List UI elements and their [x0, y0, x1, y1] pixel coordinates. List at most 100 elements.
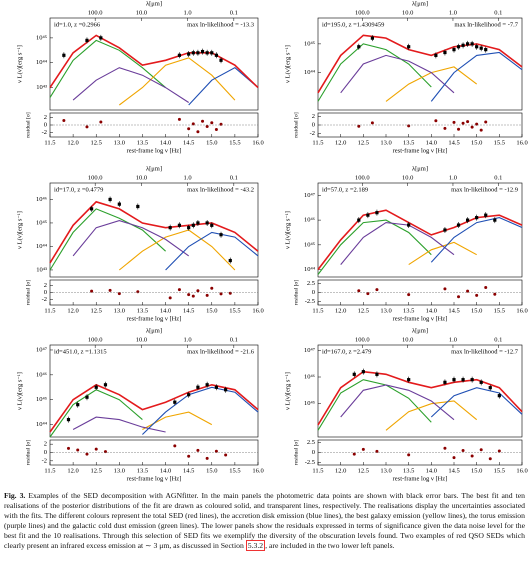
residual-point — [210, 286, 214, 290]
x-tick-label: 14.5 — [183, 307, 194, 314]
component-curve — [317, 209, 523, 271]
component-curve — [165, 231, 259, 271]
top-tick-label: 10.0 — [136, 174, 147, 181]
panel-id: id=195.0, z =1.4309459 — [322, 21, 384, 28]
residual-point — [488, 457, 492, 461]
residual-point — [484, 120, 488, 124]
residual-point — [219, 122, 223, 126]
residual-tick-label: 2.5 — [307, 439, 315, 446]
x-tick-label: 15.5 — [229, 307, 240, 314]
likelihood: max ln-likelihood = -12.7 — [451, 348, 519, 355]
top-tick-label: 1.0 — [449, 174, 457, 181]
data-point — [196, 385, 200, 389]
data-point — [191, 223, 195, 227]
residual-point — [228, 291, 232, 295]
x-tick-label: 14.0 — [426, 467, 437, 474]
residual-tick-label: -2 — [42, 129, 47, 136]
top-tick-label: 10.0 — [402, 174, 413, 181]
data-point — [493, 218, 497, 222]
x-tick-label: 14.5 — [183, 467, 194, 474]
x-tick-label: 14.0 — [160, 467, 171, 474]
y-tick-label: 10⁴⁵ — [36, 34, 47, 41]
data-point — [475, 216, 479, 220]
x-tick-label: 11.5 — [44, 467, 55, 474]
data-point — [205, 51, 209, 55]
component-curve — [142, 411, 213, 430]
residual-tick-label: 0 — [312, 289, 315, 296]
panel-id: id=167.0, z =2.479 — [322, 348, 371, 355]
residual-point — [352, 452, 356, 456]
data-point — [434, 53, 438, 57]
data-point — [99, 36, 103, 40]
residual-point — [457, 295, 461, 299]
component-curve — [430, 217, 523, 263]
data-point — [456, 45, 461, 49]
data-point — [470, 42, 474, 46]
residual-point — [370, 121, 374, 125]
component-curve — [118, 57, 236, 106]
residual-point — [85, 125, 89, 129]
plot-frame — [49, 182, 259, 278]
x-tick-label: 16.0 — [516, 307, 527, 314]
likelihood: max ln-likelihood = -12.9 — [451, 186, 518, 193]
y-tick-label: 10⁴⁷ — [36, 346, 47, 353]
y-axis-label: ν L(ν)[erg s⁻¹] — [16, 211, 23, 249]
component-curve — [317, 370, 523, 426]
residual-point — [94, 447, 98, 451]
component-curve — [317, 43, 432, 102]
top-tick-label: 1.0 — [184, 174, 192, 181]
data-point — [136, 204, 140, 209]
x-tick-label: 12.0 — [67, 467, 78, 474]
residual-point — [210, 121, 214, 125]
x-tick-label: 13.0 — [114, 139, 125, 146]
residual-point — [452, 456, 456, 460]
component-curve — [72, 67, 189, 103]
data-point — [85, 38, 89, 42]
residual-tick-label: 0 — [44, 289, 47, 296]
x-axis-label: rest-frame log ν [Hz] — [127, 147, 182, 154]
residual-point — [103, 450, 107, 454]
residual-point — [461, 449, 465, 453]
x-tick-label: 13.5 — [403, 307, 414, 314]
component-curve — [49, 34, 259, 89]
residual-point — [108, 288, 112, 292]
x-tick-label: 12.5 — [358, 139, 369, 146]
x-tick-label: 14.5 — [183, 139, 194, 146]
x-tick-label: 11.5 — [312, 467, 323, 474]
x-tick-label: 16.0 — [252, 307, 263, 314]
x-tick-label: 12.5 — [91, 467, 102, 474]
top-axis-label: λ[μm] — [412, 165, 428, 172]
residual-axis-label: residual [σ] — [293, 112, 299, 138]
data-point — [85, 395, 89, 399]
caption-text-end: , are included in the two lower left pan… — [265, 541, 395, 551]
x-tick-label: 12.0 — [335, 139, 346, 146]
x-tick-label: 13.0 — [114, 467, 125, 474]
residual-point — [466, 289, 470, 293]
residual-axis-label: residual [σ] — [25, 112, 31, 138]
residual-point — [407, 453, 411, 457]
plot-frame — [49, 344, 259, 438]
data-point — [461, 378, 465, 382]
residual-point — [177, 117, 181, 121]
data-point — [484, 213, 488, 217]
y-tick-label: 10⁴⁵ — [304, 400, 315, 407]
data-point — [370, 36, 374, 40]
residual-tick-label: -2 — [42, 296, 47, 303]
residual-point — [493, 292, 497, 296]
plot-frame — [317, 344, 523, 438]
x-tick-label: 13.5 — [403, 139, 414, 146]
x-tick-label: 12.0 — [335, 467, 346, 474]
y-axis-label: ν L(ν)[erg s⁻¹] — [284, 45, 291, 83]
x-tick-label: 11.5 — [44, 139, 55, 146]
x-tick-label: 16.0 — [516, 467, 527, 474]
data-point — [461, 43, 465, 47]
residual-point — [90, 289, 94, 293]
figure: λ[μm] 100.0 10.0 1.0 0.1 id=1.0, z =0.2966 max… — [16, 0, 527, 482]
section-link[interactable]: 5.3.2 — [245, 540, 266, 552]
component-curve — [72, 416, 166, 433]
x-tick-label: 13.0 — [380, 139, 391, 146]
residual-tick-label: -2 — [310, 130, 315, 137]
x-tick-label: 12.5 — [91, 307, 102, 314]
data-point — [219, 233, 223, 237]
data-point — [210, 51, 214, 55]
